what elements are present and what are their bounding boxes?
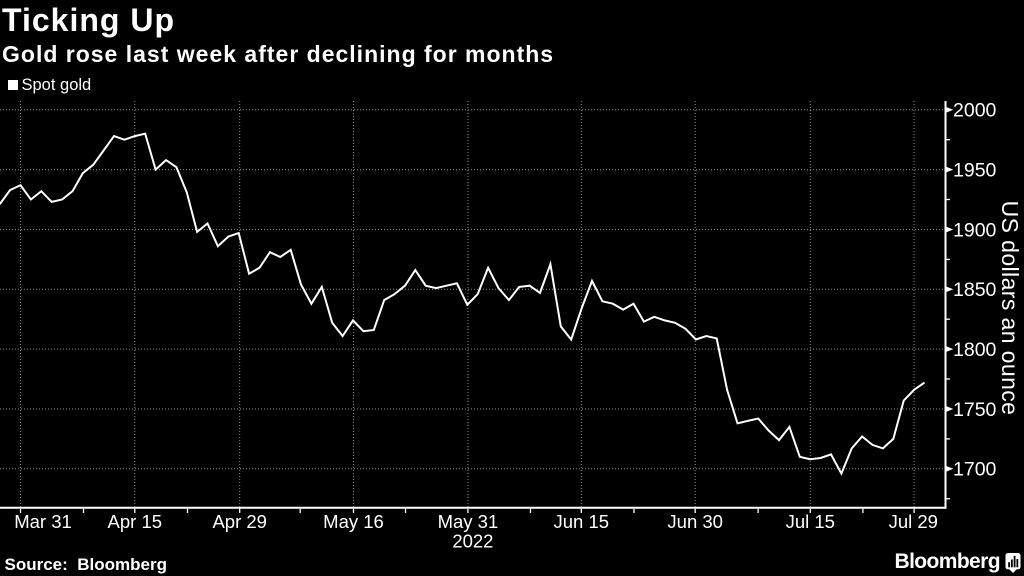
svg-text:Jun 15: Jun 15 xyxy=(554,511,610,532)
svg-text:May 16: May 16 xyxy=(323,511,384,532)
svg-text:1750: 1750 xyxy=(953,399,997,421)
svg-text:2000: 2000 xyxy=(953,100,997,122)
svg-text:1700: 1700 xyxy=(953,459,997,481)
svg-text:Apr 29: Apr 29 xyxy=(212,511,267,532)
svg-text:US dollars an ounce: US dollars an ounce xyxy=(997,201,1023,416)
svg-text:1850: 1850 xyxy=(953,279,997,301)
svg-text:1800: 1800 xyxy=(953,339,997,361)
svg-text:1950: 1950 xyxy=(953,160,997,182)
svg-text:2022: 2022 xyxy=(452,531,493,552)
svg-text:Apr 15: Apr 15 xyxy=(108,511,163,532)
svg-text:1900: 1900 xyxy=(953,219,997,241)
svg-text:May 31: May 31 xyxy=(438,511,499,532)
svg-text:Jul 15: Jul 15 xyxy=(786,511,835,532)
svg-text:Mar 31: Mar 31 xyxy=(14,511,72,532)
svg-text:Jul 29: Jul 29 xyxy=(889,511,938,532)
svg-text:Jun 30: Jun 30 xyxy=(667,511,723,532)
